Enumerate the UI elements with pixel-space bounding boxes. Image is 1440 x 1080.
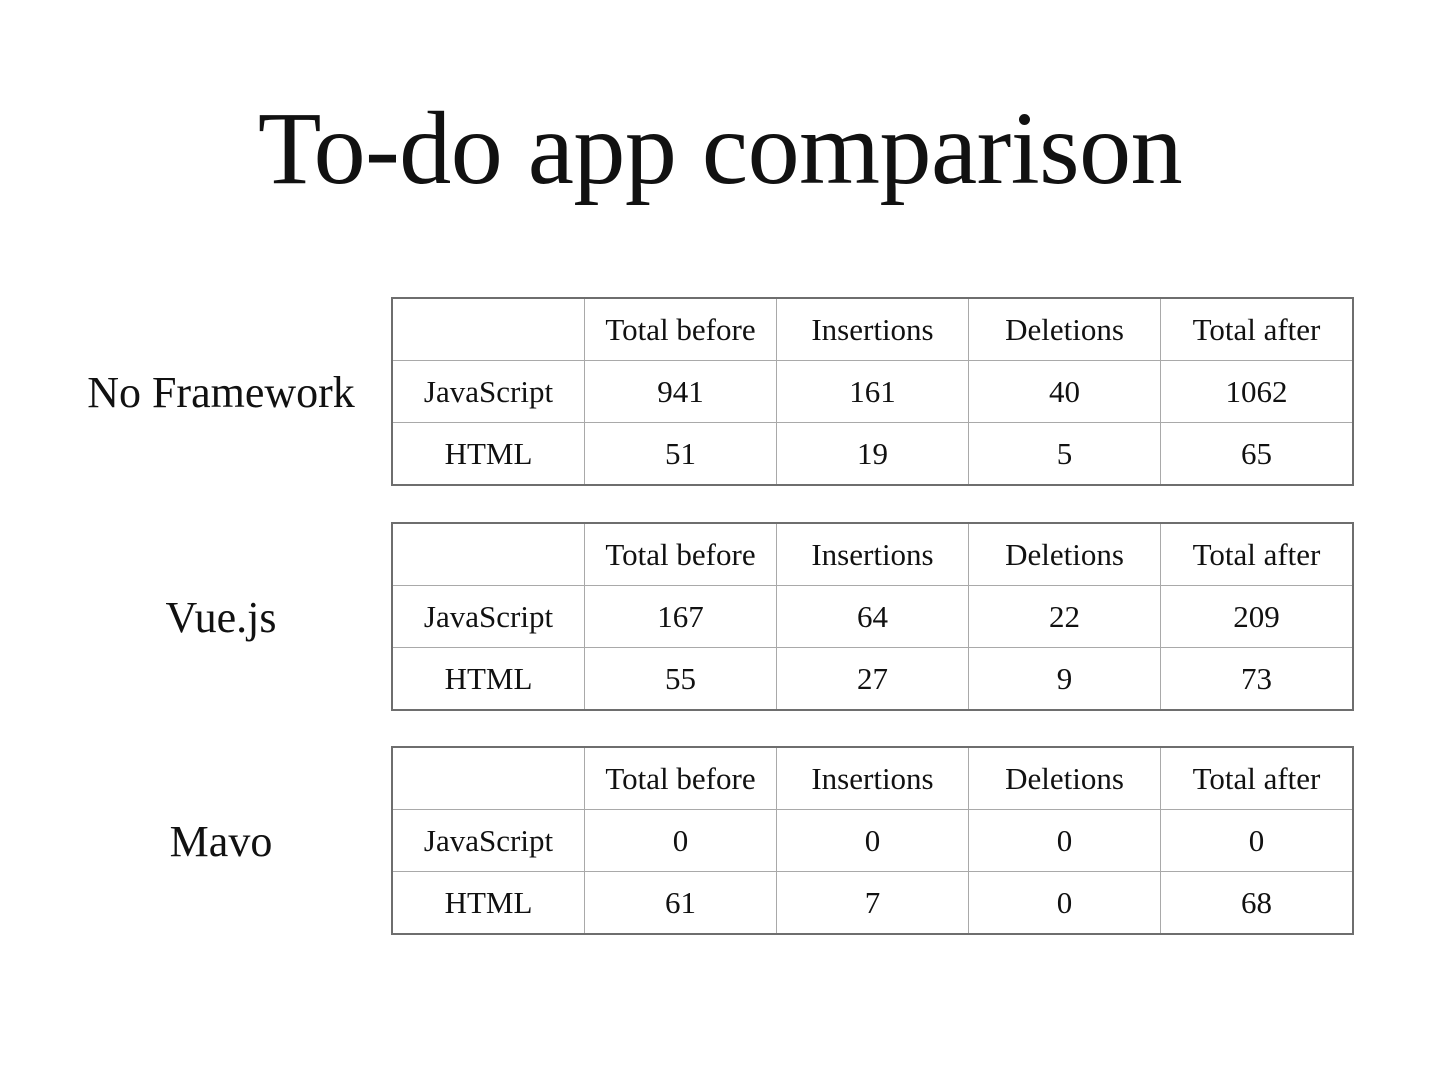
table-row: HTML 61 7 0 68: [391, 871, 1354, 935]
table-cell: 65: [1160, 422, 1354, 486]
row-label: HTML: [391, 422, 585, 486]
row-label: HTML: [391, 647, 585, 711]
table-cell: 40: [968, 360, 1161, 423]
table-cell: 68: [1160, 871, 1354, 935]
table-cell: 0: [968, 809, 1161, 872]
table-cell: 55: [584, 647, 777, 711]
table-cell: 22: [968, 585, 1161, 648]
header-cell: Total before: [584, 297, 777, 361]
table-cell: 167: [584, 585, 777, 648]
header-row: Total before Insertions Deletions Total …: [391, 522, 1354, 586]
group-label: Vue.js: [165, 592, 277, 642]
header-cell: Total before: [584, 522, 777, 586]
table-cell: 1062: [1160, 360, 1354, 423]
row-label: HTML: [391, 871, 585, 935]
table-row: HTML 55 27 9 73: [391, 647, 1354, 711]
table-row: JavaScript 0 0 0 0: [391, 809, 1354, 872]
header-row: Total before Insertions Deletions Total …: [391, 297, 1354, 361]
table-cell: 0: [1160, 809, 1354, 872]
table-cell: 941: [584, 360, 777, 423]
row-label: JavaScript: [391, 809, 585, 872]
header-cell: Deletions: [968, 297, 1161, 361]
table-cell: 0: [776, 809, 969, 872]
table-cell: 64: [776, 585, 969, 648]
table-row: HTML 51 19 5 65: [391, 422, 1354, 486]
header-cell-empty: [391, 522, 585, 586]
comparison-table: Total before Insertions Deletions Total …: [391, 522, 1354, 711]
comparison-table: Total before Insertions Deletions Total …: [391, 297, 1354, 486]
table-row: JavaScript 167 64 22 209: [391, 585, 1354, 648]
table-row: JavaScript 941 161 40 1062: [391, 360, 1354, 423]
header-cell: Total after: [1160, 522, 1354, 586]
table-cell: 9: [968, 647, 1161, 711]
header-cell: Total before: [584, 746, 777, 810]
table-cell: 51: [584, 422, 777, 486]
header-cell: Deletions: [968, 522, 1161, 586]
comparison-group-mavo: Mavo Total before Insertions Deletions T…: [0, 746, 1440, 936]
group-label: Mavo: [169, 816, 273, 866]
header-cell: Deletions: [968, 746, 1161, 810]
group-label: No Framework: [87, 367, 355, 417]
header-cell: Total after: [1160, 297, 1354, 361]
header-row: Total before Insertions Deletions Total …: [391, 746, 1354, 810]
row-label: JavaScript: [391, 360, 585, 423]
table-cell: 7: [776, 871, 969, 935]
header-cell-empty: [391, 746, 585, 810]
table-cell: 19: [776, 422, 969, 486]
header-cell-empty: [391, 297, 585, 361]
comparison-group-no-framework: No Framework Total before Insertions Del…: [0, 297, 1440, 487]
header-cell: Total after: [1160, 746, 1354, 810]
comparison-table: Total before Insertions Deletions Total …: [391, 746, 1354, 935]
table-cell: 27: [776, 647, 969, 711]
slide-title: To-do app comparison: [257, 91, 1183, 206]
table-cell: 0: [968, 871, 1161, 935]
table-cell: 0: [584, 809, 777, 872]
row-label: JavaScript: [391, 585, 585, 648]
header-cell: Insertions: [776, 297, 969, 361]
table-cell: 161: [776, 360, 969, 423]
comparison-group-vuejs: Vue.js Total before Insertions Deletions…: [0, 522, 1440, 712]
header-cell: Insertions: [776, 522, 969, 586]
table-cell: 5: [968, 422, 1161, 486]
table-cell: 61: [584, 871, 777, 935]
table-cell: 209: [1160, 585, 1354, 648]
table-cell: 73: [1160, 647, 1354, 711]
header-cell: Insertions: [776, 746, 969, 810]
